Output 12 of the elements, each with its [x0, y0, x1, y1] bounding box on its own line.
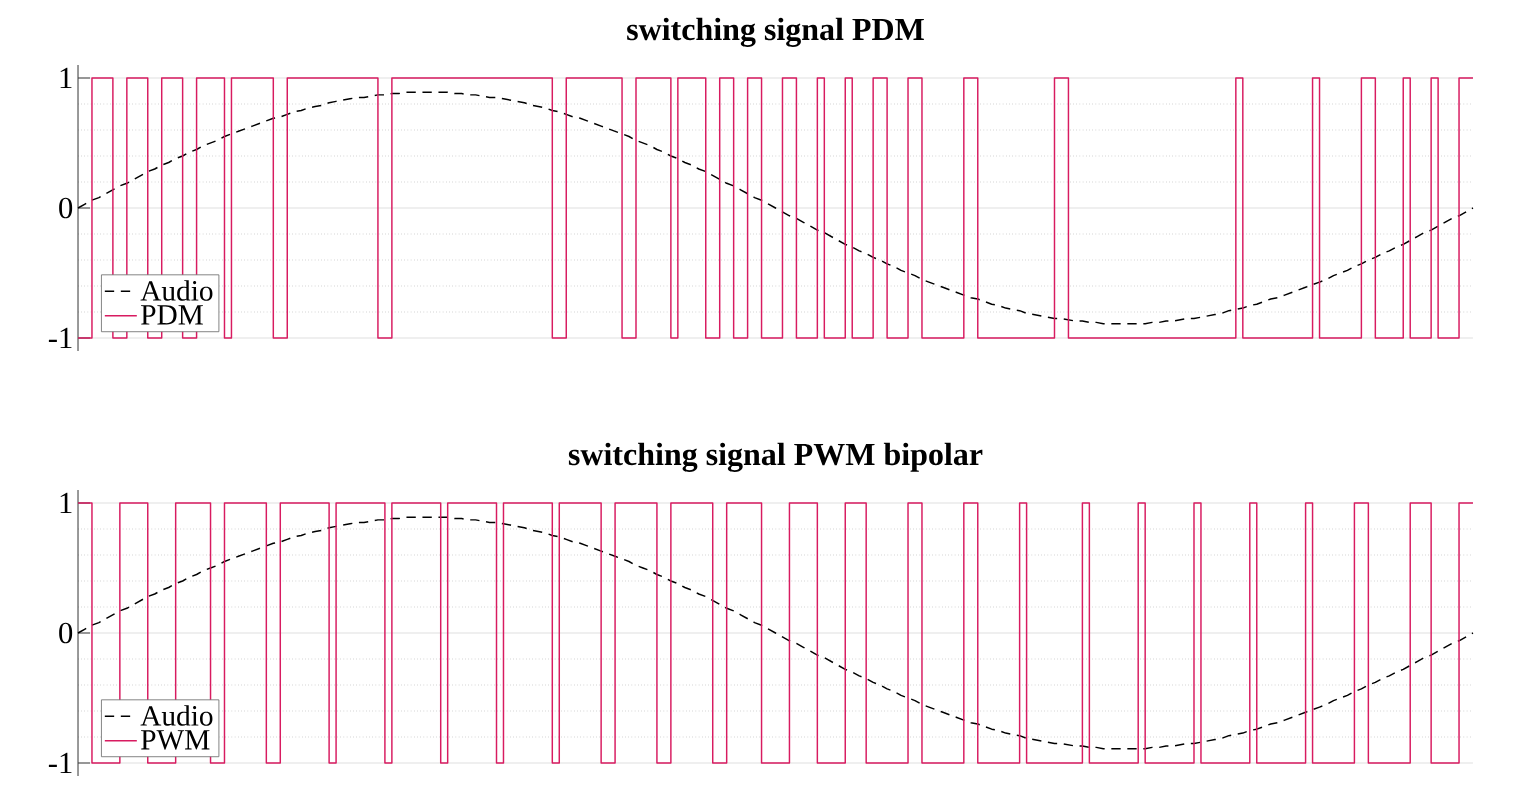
chart-title: switching signal PDM — [627, 17, 924, 47]
y-tick-label: 0 — [59, 622, 73, 644]
legend-label: PWM — [141, 730, 210, 750]
legend-label: Audio — [140, 280, 213, 301]
legend-label: PDM — [141, 305, 203, 325]
y-tick-label: 1 — [60, 67, 72, 89]
chart-title: switching signal PWM bipolar — [568, 442, 983, 472]
y-tick-label: 1 — [60, 492, 72, 514]
y-tick-label: -1 — [48, 752, 72, 774]
y-tick-label: 0 — [59, 197, 73, 219]
legend-label: Audio — [140, 705, 213, 726]
y-tick-label: -1 — [48, 327, 72, 349]
